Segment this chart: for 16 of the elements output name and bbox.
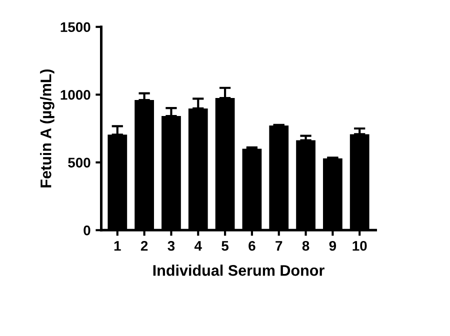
y-tick-label: 500 xyxy=(68,158,90,168)
x-tick-label: 3 xyxy=(168,240,175,251)
y-tick-label: 0 xyxy=(84,225,90,236)
y-tick-label: 1500 xyxy=(60,22,90,32)
x-tick-label: 9 xyxy=(329,240,336,251)
x-tick-label: 5 xyxy=(222,241,229,251)
x-tick-label: 8 xyxy=(302,240,310,251)
y-tick-label: 1000 xyxy=(60,90,90,100)
x-tick-label: 2 xyxy=(140,240,148,251)
y-axis-title: Fetuin A (µg/mL) xyxy=(40,69,54,188)
x-tick-label: 1 xyxy=(114,241,121,251)
x-tick-label: 10 xyxy=(352,240,367,251)
x-tick-label: 6 xyxy=(248,240,256,251)
x-tick-label: 7 xyxy=(276,241,282,251)
x-axis-title: Individual Serum Donor xyxy=(153,264,324,276)
x-tick-label: 4 xyxy=(194,241,202,251)
